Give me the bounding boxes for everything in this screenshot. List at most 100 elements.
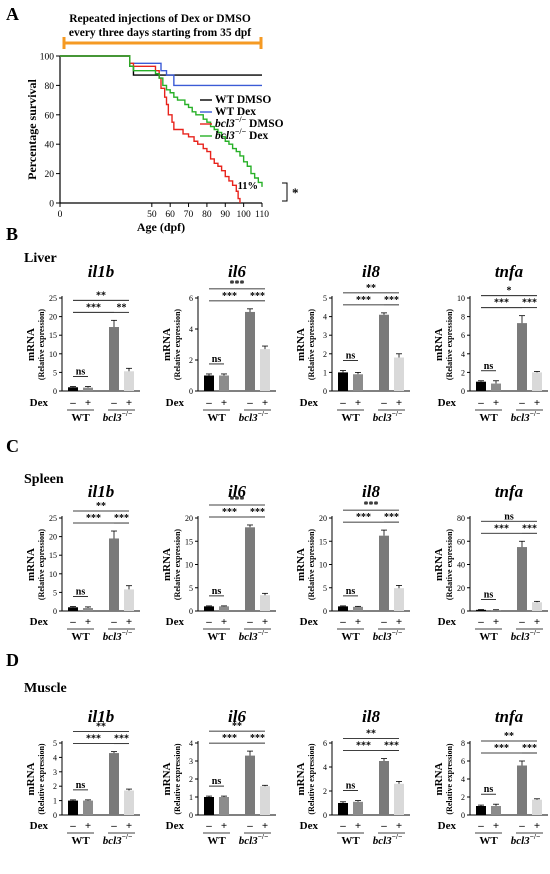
y-tick-label: 5	[53, 588, 57, 597]
significance-label: **	[96, 722, 106, 733]
y-tick-label: 2	[53, 782, 57, 791]
y-tick-label: 8	[461, 739, 465, 748]
legend-treatment: DMSO	[246, 118, 283, 130]
significance-label: ns	[76, 367, 86, 378]
dex-label: Dex	[30, 397, 49, 409]
bar	[491, 610, 501, 611]
gene-title: il1b	[88, 482, 114, 501]
y-axis-sublabel: (Relative expression)	[445, 529, 454, 601]
group-label-sup: −/−	[392, 409, 403, 418]
y-tick-label: 4	[189, 325, 193, 334]
significance-label: ns	[212, 354, 222, 365]
gene-title: il6	[228, 482, 246, 501]
bar	[68, 800, 78, 815]
x-tick-label: 80	[202, 210, 212, 220]
significance-label: ***	[250, 733, 265, 744]
tissue-title-liver: Liver	[24, 251, 57, 266]
y-tick-label: 0	[53, 387, 57, 396]
y-tick-label: 5	[323, 584, 327, 593]
y-tick-label: 10	[185, 561, 193, 570]
significance-label: ***	[384, 512, 399, 523]
dex-sign: +	[221, 397, 227, 409]
group-label-mutant: bcl3−/−	[239, 832, 269, 847]
group-label-gene: bcl3	[239, 412, 258, 424]
group-label-sup: −/−	[122, 832, 133, 841]
bar	[68, 607, 78, 611]
group-label-sup: −/−	[530, 409, 541, 418]
bar	[219, 606, 229, 611]
significance-label: ns	[484, 784, 494, 795]
y-tick-label: 80	[457, 514, 465, 523]
significance-label: ns	[346, 586, 356, 597]
y-tick-label: 15	[49, 331, 57, 340]
y-tick-label: 0	[461, 387, 465, 396]
y-axis-label: Percentage survival	[25, 78, 39, 179]
group-label-gene: bcl3	[373, 631, 392, 643]
group-label-mutant: bcl3−/−	[239, 628, 269, 643]
y-tick-label: 6	[461, 757, 465, 766]
panel-label-a: A	[6, 4, 19, 24]
dex-sign: –	[69, 397, 76, 409]
y-tick-label: 60	[45, 111, 55, 121]
dex-label: Dex	[300, 397, 319, 409]
y-tick-label: 1	[53, 797, 57, 806]
y-axis-label: mRNA	[161, 762, 173, 795]
group-label-mutant: bcl3−/−	[103, 832, 133, 847]
bar	[83, 800, 93, 815]
y-tick-label: 20	[45, 170, 55, 180]
group-label-sup: −/−	[530, 628, 541, 637]
y-tick-label: 0	[461, 607, 465, 616]
dex-sign: +	[126, 616, 132, 628]
significance-label: ns	[212, 776, 222, 787]
dex-sign: +	[85, 397, 91, 409]
significance-label: ***	[494, 743, 509, 754]
significance-label: ns	[76, 587, 86, 598]
bar	[83, 608, 93, 611]
significance-label: ***	[222, 291, 237, 302]
x-tick-label: 90	[221, 210, 231, 220]
bar-chart-liver-il1b: il1b 0 5 10 15 20 25 mRNA (Relative expression) n…	[25, 262, 140, 424]
y-axis-sublabel: (Relative expression)	[307, 309, 316, 381]
dex-label: Dex	[166, 397, 185, 409]
dex-sign: –	[380, 397, 387, 409]
y-tick-label: 3	[323, 331, 327, 340]
significance-label: ***	[522, 743, 537, 754]
dex-sign: +	[534, 397, 540, 409]
gene-title: il6	[228, 262, 246, 281]
bar	[83, 387, 93, 391]
dex-sign: +	[221, 616, 227, 628]
dex-sign: –	[246, 397, 253, 409]
group-label-sup: −/−	[122, 409, 133, 418]
legend-label-2: bcl3−/− DMSO	[215, 115, 284, 130]
y-tick-label: 8	[461, 313, 465, 322]
dex-sign: –	[205, 616, 212, 628]
dex-sign: +	[534, 820, 540, 832]
group-label-sup: −/−	[392, 628, 403, 637]
significance-label: ns	[346, 781, 356, 792]
group-label-wt: WT	[341, 631, 360, 643]
significance-label: ***	[364, 500, 379, 511]
treatment-label-2: every three days starting from 35 dpf	[69, 27, 251, 39]
dex-label: Dex	[166, 820, 185, 832]
y-tick-label: 100	[40, 53, 55, 63]
legend-gene: bcl3	[215, 118, 235, 130]
y-tick-label: 0	[323, 811, 327, 820]
group-label-wt: WT	[341, 835, 360, 847]
dex-label: Dex	[300, 616, 319, 628]
significance-label: **	[117, 302, 127, 313]
bar	[338, 372, 348, 391]
x-tick-label: 70	[184, 210, 194, 220]
survival-line-3	[60, 55, 263, 187]
bar-chart-spleen-il6: il6 0 5 10 15 20 mRNA (Relative expression) ns **…	[161, 482, 276, 643]
dex-sign: –	[69, 820, 76, 832]
group-label-mutant: bcl3−/−	[511, 832, 541, 847]
y-tick-label: 0	[53, 607, 57, 616]
bar-chart-spleen-il8: il8 0 5 10 15 20 mRNA (Relative expression) ns **…	[295, 482, 410, 643]
dex-sign: +	[126, 397, 132, 409]
group-label-sup: −/−	[392, 832, 403, 841]
bar	[491, 806, 501, 815]
dex-sign: –	[246, 820, 253, 832]
dex-sign: –	[518, 397, 525, 409]
significance-label: ns	[504, 511, 514, 522]
